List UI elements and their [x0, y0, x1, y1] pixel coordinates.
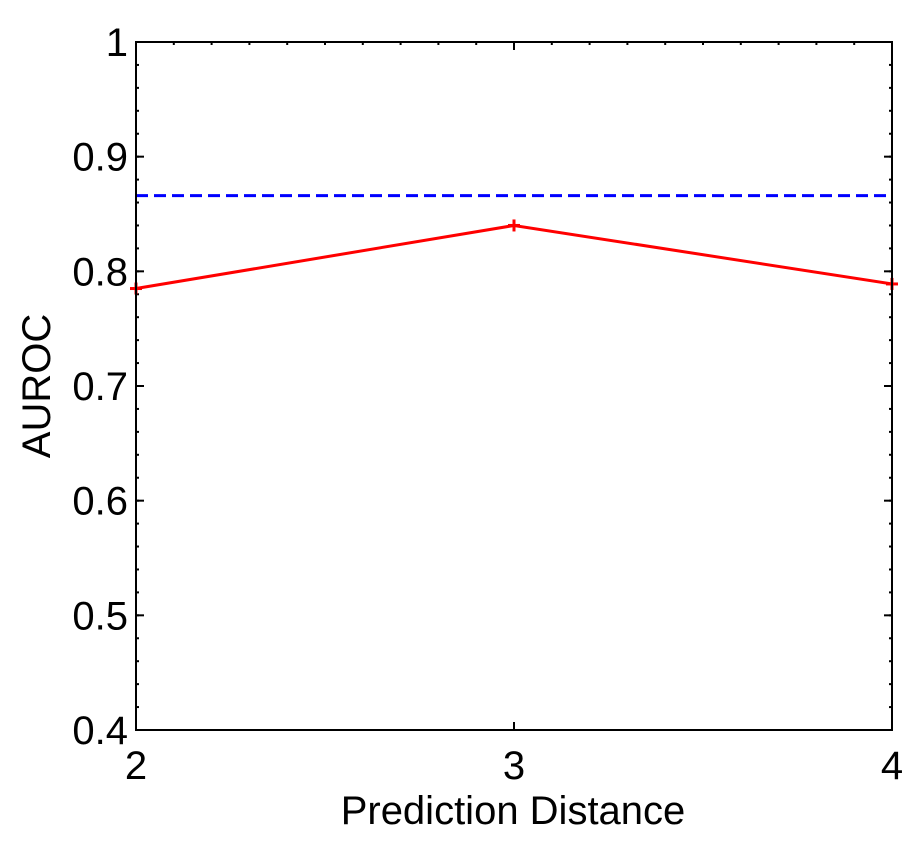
y-tick-label: 0.6 — [72, 480, 128, 524]
y-axis-title: AUROC — [15, 314, 59, 458]
plus-marker-point — [508, 219, 520, 232]
x-tick-label: 2 — [125, 744, 147, 788]
y-tick-label: 0.4 — [72, 709, 128, 753]
y-tick-label: 0.5 — [72, 594, 128, 638]
y-tick-label: 0.9 — [72, 136, 128, 180]
x-tick-labels: 2 3 4 — [125, 744, 903, 788]
plot-frame — [135, 41, 893, 731]
x-tick-label: 4 — [881, 744, 903, 788]
x-axis-title: Prediction Distance — [341, 789, 686, 833]
plot-area-background — [136, 42, 892, 730]
y-tick-label: 0.8 — [72, 250, 128, 294]
y-tick-labels: 0.4 0.5 0.6 0.7 0.8 0.9 1 — [72, 21, 128, 753]
y-tick-label: 1 — [106, 21, 128, 65]
x-tick-label: 3 — [503, 744, 525, 788]
y-tick-label: 0.7 — [72, 365, 128, 409]
